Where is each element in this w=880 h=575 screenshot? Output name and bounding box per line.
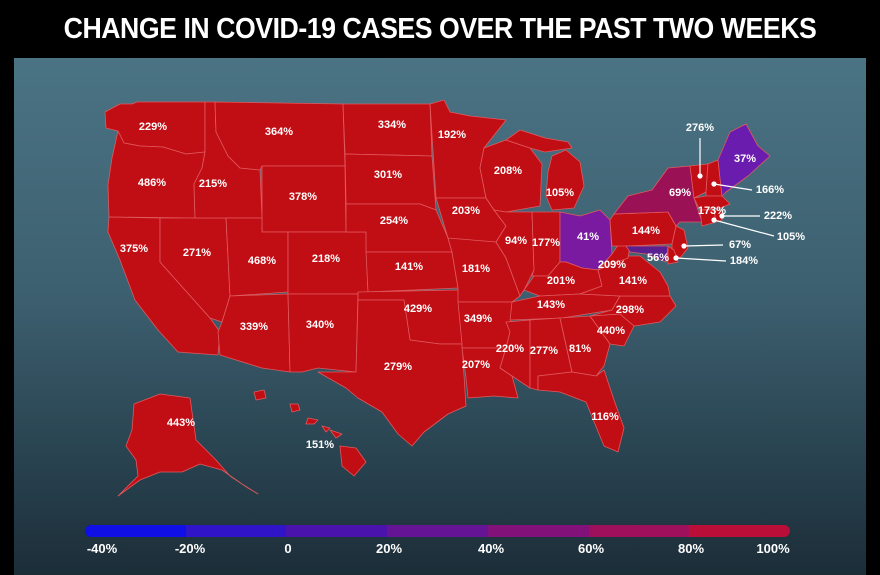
state-label-GA: 81% [569,343,591,355]
legend-tick-label: 0 [284,541,292,556]
state-label-OH: 41% [577,231,599,243]
legend-tick-label: 40% [477,541,505,556]
leader-line-NH [713,183,753,191]
state-label-MA: 173% [698,205,726,217]
legend-segment [85,525,186,537]
page-title: CHANGE IN COVID-19 CASES OVER THE PAST T… [63,12,817,45]
state-label-NY: 69% [669,187,691,199]
state-NM [287,293,359,373]
state-label-NE: 254% [380,215,408,227]
state-label-RI: 222% [764,210,792,222]
state-label-DE: 184% [730,255,758,267]
state-MI-upper [505,129,573,153]
legend-tick-label: 80% [677,541,705,556]
state-label-NM: 340% [306,319,334,331]
leader-dot-NH [711,181,717,187]
legend-segment [185,525,287,537]
legend-segment [588,525,690,537]
leader-line-CT [713,219,775,237]
state-label-PA: 144% [632,225,660,237]
legend-tick-label: 100% [756,541,790,556]
leader-line-NJ [683,244,724,247]
state-label-MN: 192% [438,129,466,141]
legend-segment [286,525,388,537]
state-label-WV: 209% [598,259,626,271]
state-ME [717,123,771,197]
state-label-MD: 56% [647,252,669,264]
state-label-VA: 141% [619,275,647,287]
leader-dot-NJ [681,243,687,249]
legend-tick-label: -20% [174,541,206,556]
state-label-UT: 468% [248,255,276,267]
state-label-TN: 143% [537,299,565,311]
state-label-AR: 349% [464,313,492,325]
legend-segment [487,525,589,537]
state-label-LA: 207% [462,359,490,371]
state-TX [317,299,467,447]
legend-tick-label: 60% [577,541,605,556]
state-MI [545,149,585,211]
legend-color-bar [85,525,790,537]
state-label-CT: 105% [777,231,805,243]
state-label-NJ: 67% [729,239,751,251]
state-label-AL: 277% [530,345,558,357]
leader-dot-DE [673,255,679,261]
state-label-CO: 218% [312,253,340,265]
state-label-HI: 151% [306,439,334,451]
state-label-VT: 276% [686,122,714,134]
state-label-MS: 220% [496,343,524,355]
state-label-ID: 215% [199,178,227,190]
legend-segment [689,525,790,537]
state-label-TX: 279% [384,361,412,373]
leader-line-DE [675,257,727,262]
state-label-WI: 208% [494,165,522,177]
state-label-ME: 37% [734,153,756,165]
state-label-OR: 486% [138,177,166,189]
state-label-FL: 116% [591,411,619,423]
state-label-SD: 301% [374,169,402,181]
state-HI [253,389,367,477]
state-label-NV: 271% [183,247,211,259]
legend-segment [387,525,488,537]
state-IL [493,209,535,297]
leader-dot-CT [711,217,717,223]
leader-dot-RI [719,213,725,219]
state-label-AZ: 339% [240,321,268,333]
state-label-KS: 141% [395,261,423,273]
state-AK [117,393,259,497]
state-label-WA: 229% [139,121,167,133]
state-label-IL: 94% [505,235,527,247]
state-AR [457,301,513,349]
state-AZ [217,293,291,373]
state-label-MO: 181% [462,263,490,275]
state-label-IA: 203% [452,205,480,217]
state-label-CA: 375% [120,243,148,255]
state-label-OK: 429% [404,303,432,315]
state-FL [537,369,625,453]
state-label-NH: 166% [756,184,784,196]
state-label-MI: 105% [546,187,574,199]
state-SD [344,153,437,211]
state-label-WY: 378% [289,191,317,203]
state-label-SC: 440% [597,325,625,337]
state-label-AK: 443% [167,417,195,429]
state-label-IN: 177% [532,237,560,249]
state-label-ND: 334% [378,119,406,131]
state-label-KY: 201% [547,275,575,287]
state-label-NC: 298% [616,304,644,316]
legend-tick-label: -40% [86,541,118,556]
legend-tick-label: 20% [375,541,403,556]
leader-dot-VT [697,173,703,179]
state-label-MT: 364% [265,126,293,138]
